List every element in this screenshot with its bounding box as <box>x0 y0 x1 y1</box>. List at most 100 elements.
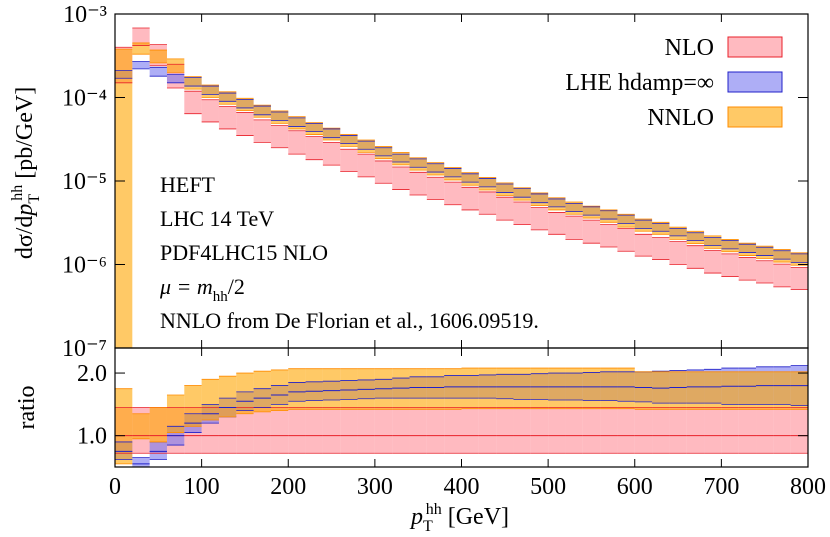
band-bin <box>669 371 687 410</box>
band-bin <box>704 407 722 454</box>
band-bin <box>738 257 757 281</box>
band-bin <box>652 222 670 235</box>
label-part: dσ/d <box>12 216 38 260</box>
band-bin <box>617 407 635 454</box>
band-bin <box>218 376 237 417</box>
band-bin <box>600 407 618 454</box>
band-bin <box>236 407 254 454</box>
band-bin <box>600 224 618 248</box>
band-bin <box>478 368 497 409</box>
label-part: hh <box>9 185 26 201</box>
annotation: μ = mhh/2 <box>159 274 245 305</box>
y-axis-label: ratio <box>14 386 40 430</box>
label-part: p <box>409 504 423 530</box>
band-bin <box>426 368 445 410</box>
band-bin <box>738 243 757 256</box>
band-bin <box>288 407 306 454</box>
label-part: hh <box>213 289 229 305</box>
band-bin <box>582 206 601 219</box>
band-bin <box>166 394 185 433</box>
band-bin <box>513 407 531 454</box>
rich-label: pThh [GeV] <box>409 501 509 535</box>
band-bin <box>357 139 375 153</box>
band-bin <box>790 252 808 266</box>
band-bin <box>600 368 618 409</box>
band-bin <box>669 227 687 240</box>
band-bin <box>634 371 653 410</box>
band-bin <box>756 246 774 259</box>
band-bin <box>530 407 549 454</box>
band-bin <box>340 134 358 147</box>
band-bin <box>565 216 583 240</box>
band-bin <box>617 228 635 252</box>
band-bin <box>253 371 271 412</box>
y-tick-label: 2.0 <box>77 361 107 387</box>
band-bin <box>357 154 375 177</box>
band-bin <box>115 388 133 464</box>
band-bin <box>461 407 479 454</box>
legend-label: NLO <box>665 35 714 61</box>
band-bin <box>444 167 462 180</box>
band-bin <box>773 249 791 263</box>
annotation: NNLO from De Florian et al., 1606.09519. <box>160 308 539 333</box>
legend-swatch <box>727 36 783 58</box>
band-bin <box>340 149 358 172</box>
label-part: hh <box>426 501 442 518</box>
x-tick-label: 200 <box>270 474 306 500</box>
band-bin <box>218 91 237 105</box>
band-bin <box>270 110 289 124</box>
band-bin <box>686 371 705 410</box>
band-bin <box>565 368 583 409</box>
y-tick-label: 10⁻⁶ <box>62 253 107 279</box>
band-bin <box>166 74 185 83</box>
band-bin <box>704 371 722 410</box>
band-bin <box>288 368 306 410</box>
band-bin <box>582 368 601 409</box>
band-bin <box>426 407 445 454</box>
band-bin <box>426 162 445 175</box>
band-bin <box>201 99 219 122</box>
band-bin <box>496 197 514 221</box>
band-bin <box>617 214 635 228</box>
band-bin <box>132 457 150 467</box>
band-bin <box>409 407 427 454</box>
band-bin <box>478 191 497 215</box>
band-bin <box>756 407 774 454</box>
band-bin <box>738 407 757 454</box>
band-bin <box>617 368 635 409</box>
band-bin <box>253 105 271 118</box>
band-bin <box>652 237 670 260</box>
band-bin <box>773 264 791 287</box>
band-bin <box>461 368 479 409</box>
legend-label: NNLO <box>647 105 714 131</box>
band-bin <box>166 58 185 73</box>
band-bin <box>115 49 133 348</box>
band-bin <box>634 219 653 232</box>
band-bin <box>652 407 670 454</box>
ratio-plot-area <box>115 365 808 467</box>
band-bin <box>721 253 739 277</box>
band-bin <box>374 146 393 159</box>
band-bin <box>322 128 341 140</box>
band-bin <box>773 371 791 410</box>
band-bin <box>548 368 566 409</box>
band-bin <box>392 407 410 454</box>
band-bin <box>409 172 427 195</box>
band-bin <box>149 407 167 442</box>
label-part: T <box>26 194 43 204</box>
band-bin <box>305 122 323 135</box>
band-bin <box>288 116 306 129</box>
band-bin <box>253 407 271 454</box>
annotation: LHC 14 TeV <box>160 206 274 231</box>
annotation: HEFT <box>160 172 216 197</box>
band-bin <box>288 130 306 155</box>
band-bin <box>790 407 808 454</box>
band-bin <box>392 167 410 190</box>
band-bin <box>270 369 289 411</box>
band-bin <box>426 177 445 200</box>
label-part: μ = m <box>159 274 213 299</box>
band-bin <box>132 27 150 46</box>
band-bin <box>530 192 549 206</box>
y-tick-label: 1.0 <box>77 424 107 450</box>
band-bin <box>582 220 601 244</box>
